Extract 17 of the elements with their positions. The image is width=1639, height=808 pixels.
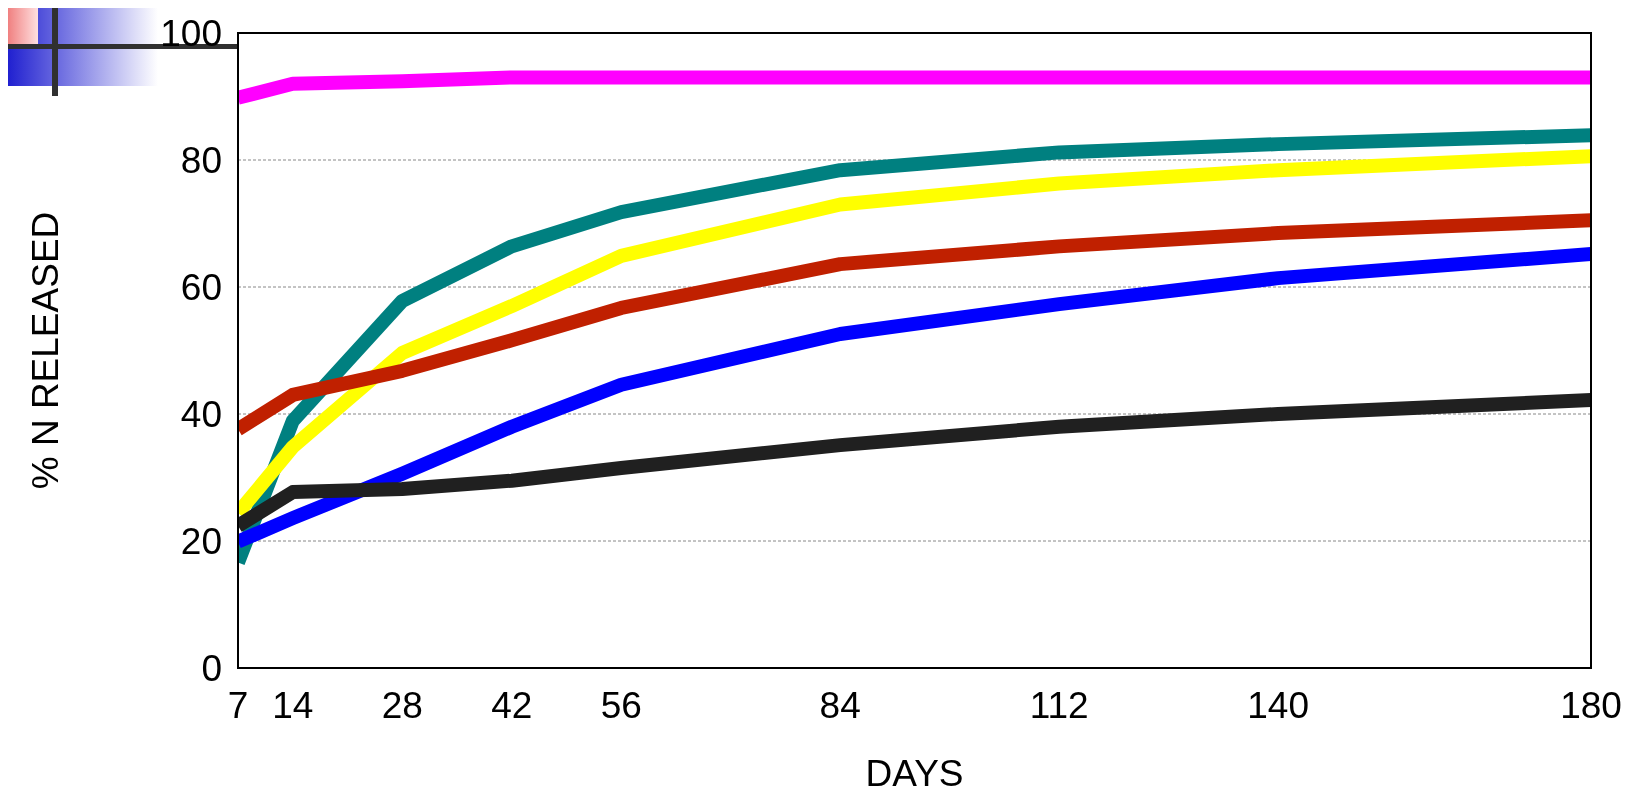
- x-tick-label: 140: [1247, 685, 1310, 726]
- y-tick-label: 100: [160, 12, 222, 54]
- x-tick-label: 84: [819, 685, 861, 726]
- y-axis-title: % N RELEASED: [25, 211, 66, 490]
- x-tick-label: 14: [272, 685, 314, 726]
- y-tick-label: 40: [180, 393, 222, 435]
- x-tick-label: 7: [227, 685, 249, 726]
- x-tick-label: 112: [1029, 685, 1089, 726]
- y-tick-label: 0: [201, 647, 222, 689]
- x-axis-title: DAYS: [865, 753, 964, 794]
- x-tick-label: 28: [381, 685, 423, 726]
- x-tick-label: 42: [491, 685, 533, 726]
- x-tick-label: 56: [600, 685, 642, 726]
- y-tick-label: 60: [180, 266, 222, 308]
- y-tick-label: 80: [180, 139, 222, 181]
- y-tick-label: 20: [180, 520, 222, 562]
- x-tick-label: 180: [1560, 685, 1622, 726]
